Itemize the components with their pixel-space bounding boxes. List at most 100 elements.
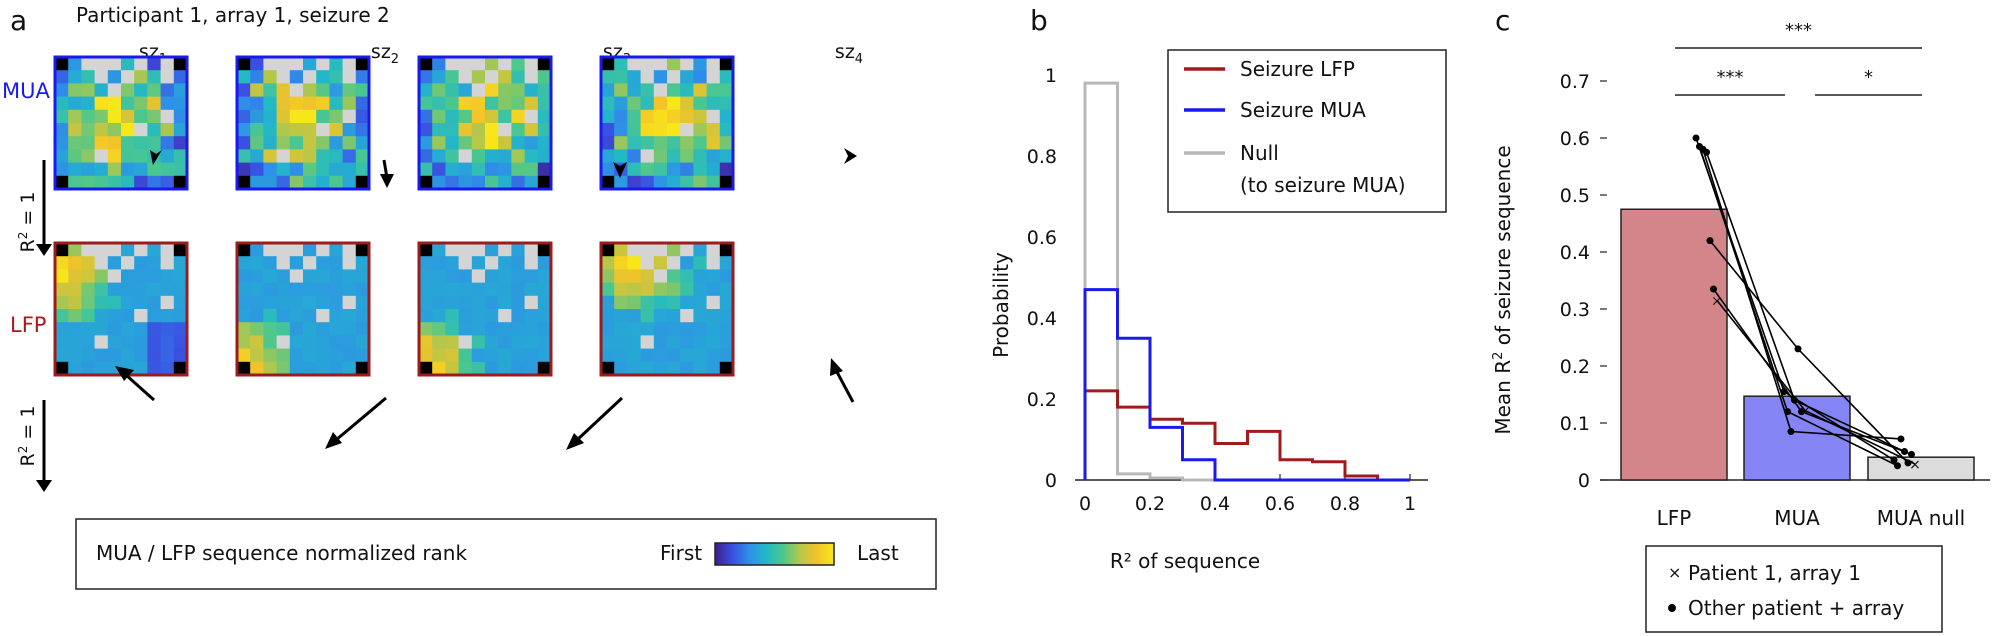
- heatmap-cell: [445, 348, 459, 363]
- heatmap-cell: [355, 269, 370, 283]
- heatmap-cell: [276, 149, 291, 163]
- histogram-y-axis-label: Probability: [989, 252, 1013, 358]
- heatmap-cell: [316, 361, 330, 376]
- heatmap-cell: [458, 282, 473, 297]
- heatmap-cell: [134, 175, 148, 190]
- heatmap-cell: [653, 162, 668, 177]
- heatmap-cell: [524, 361, 539, 376]
- heatmap-cell: [160, 282, 175, 297]
- sequence-arrowhead-lfp-sz3: [566, 433, 584, 450]
- heatmap-cell: [485, 256, 499, 270]
- heatmap-cell: [693, 322, 707, 336]
- bar-legend-marker-cross: ×: [1668, 563, 1681, 582]
- heatmap-cell: [316, 348, 330, 363]
- histogram-y-tick-label: 0.6: [1027, 227, 1057, 249]
- heatmap-cell: [263, 243, 277, 257]
- heatmap-cell: [160, 136, 175, 150]
- heatmap-cell: [303, 282, 317, 297]
- heatmap-cell: [121, 136, 135, 150]
- heatmap-cell: [107, 57, 122, 71]
- heatmap-cell: [498, 309, 512, 323]
- heatmap-cell: [263, 361, 277, 376]
- heatmap-cell: [614, 70, 628, 84]
- heatmap-cell: [107, 96, 122, 111]
- paired-point: [1710, 285, 1717, 293]
- heatmap-cell: [121, 269, 135, 283]
- r2-arrow-mua: R2 = 1: [16, 160, 52, 256]
- heatmap-cell: [719, 123, 734, 137]
- heatmap-cell: [289, 70, 304, 84]
- paired-point: [1908, 450, 1915, 458]
- heatmap-cell: [719, 136, 734, 150]
- heatmap-cell: [134, 335, 148, 349]
- heatmap-cell: [134, 136, 148, 150]
- heatmap-cell: [107, 123, 122, 137]
- heatmap-cell: [173, 322, 188, 336]
- heatmap-cell: [316, 96, 330, 111]
- heatmap-cell: [316, 149, 330, 163]
- heatmap-cell: [121, 96, 135, 111]
- heatmap-cell: [160, 149, 175, 163]
- colorbar-legend: MUA / LFP sequence normalized rank First…: [75, 518, 937, 590]
- heatmap-cell: [173, 123, 188, 137]
- heatmap-cell: [134, 269, 148, 283]
- heatmap-cell: [445, 57, 459, 71]
- colorbar-last-label: Last: [857, 541, 899, 565]
- heatmap-cell: [537, 123, 552, 137]
- heatmap-cell: [68, 348, 82, 363]
- heatmap-cell: [134, 322, 148, 336]
- heatmap-cell: [276, 361, 291, 376]
- heatmap-cell: [693, 149, 707, 163]
- panel-a-title: Participant 1, array 1, seizure 2: [76, 3, 390, 27]
- heatmap-cell: [614, 256, 628, 270]
- heatmap-cell: [653, 361, 668, 376]
- heatmap-cell: [329, 295, 343, 310]
- heatmap-cell: [601, 175, 615, 190]
- heatmap-cell: [432, 269, 446, 283]
- heatmap-cell: [342, 83, 357, 97]
- heatmap-cell: [445, 96, 459, 111]
- heatmap-cell: [355, 109, 370, 124]
- heatmap-cell: [263, 57, 277, 71]
- heatmap-cell: [329, 96, 343, 111]
- heatmap-mua-sz2: [235, 55, 371, 191]
- paired-point: [1706, 237, 1714, 245]
- heatmap-cell: [719, 70, 734, 84]
- heatmap-cell: [289, 149, 304, 163]
- r2-label-mua: R2 = 1: [16, 192, 39, 253]
- r2-label-lfp: R2 = 1: [16, 406, 39, 467]
- heatmap-cell: [458, 335, 473, 349]
- heatmap-cell: [680, 175, 694, 190]
- heatmap-cell: [445, 109, 459, 124]
- heatmap-cell: [68, 57, 82, 71]
- bar-legend-box: [1645, 545, 1943, 633]
- heatmap-cell: [329, 243, 343, 257]
- heatmap-cell: [316, 243, 330, 257]
- heatmap-cell: [614, 295, 628, 310]
- sequence-arrowhead-mua-sz3: [613, 162, 627, 178]
- heatmap-cell: [537, 256, 552, 270]
- heatmap-cell: [706, 256, 721, 270]
- heatmap-cell: [445, 136, 459, 150]
- heatmap-cell: [419, 175, 433, 190]
- heatmap-cell: [94, 335, 109, 349]
- sequence-arrowhead-lfp-sz2: [325, 432, 342, 449]
- heatmap-cell: [276, 83, 291, 97]
- heatmap-cell: [614, 83, 628, 97]
- heatmap-cell: [432, 57, 446, 71]
- heatmap-cell: [601, 361, 615, 376]
- heatmap-cell: [471, 123, 486, 137]
- heatmap-cell: [458, 149, 473, 163]
- heatmap-cell: [667, 348, 681, 363]
- heatmap-cell: [445, 295, 459, 310]
- heatmap-cell: [237, 256, 251, 270]
- heatmap-cell: [627, 335, 641, 349]
- heatmap-cell: [289, 335, 304, 349]
- heatmap-cell: [250, 70, 264, 84]
- heatmap-cell: [653, 295, 668, 310]
- heatmap-cell: [276, 335, 291, 349]
- heatmap-cell: [134, 149, 148, 163]
- heatmap-cell: [511, 70, 525, 84]
- heatmap-cell: [693, 282, 707, 297]
- heatmap-cell: [419, 269, 433, 283]
